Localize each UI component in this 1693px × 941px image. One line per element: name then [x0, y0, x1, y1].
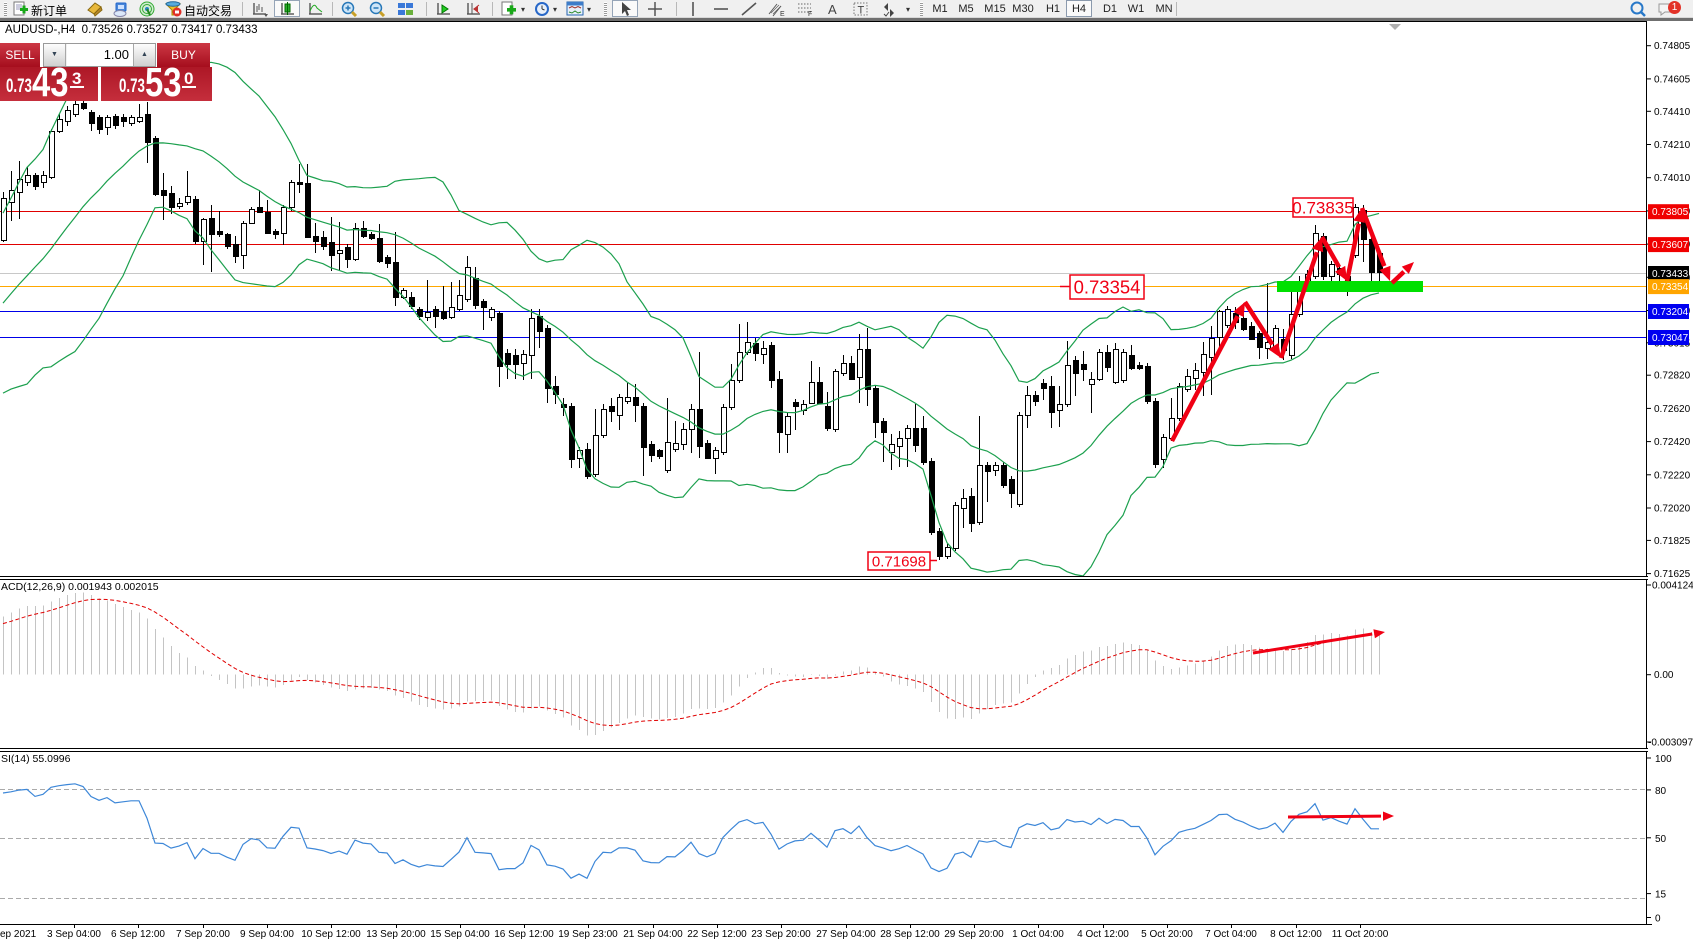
svg-text:0.72220: 0.72220: [1654, 470, 1691, 481]
svg-text:8 Oct 12:00: 8 Oct 12:00: [1270, 929, 1322, 940]
svg-text:4 Oct 12:00: 4 Oct 12:00: [1077, 929, 1129, 940]
svg-text:ACD(12,26,9) 0.001943 0.002015: ACD(12,26,9) 0.001943 0.002015: [1, 581, 159, 593]
svg-text:0.74210: 0.74210: [1654, 140, 1691, 151]
svg-text:0.72620: 0.72620: [1654, 404, 1691, 415]
svg-text:F: F: [808, 11, 812, 17]
svg-text:100: 100: [1655, 754, 1672, 765]
svg-text:15 Sep 04:00: 15 Sep 04:00: [430, 929, 490, 940]
svg-text:9 Sep 04:00: 9 Sep 04:00: [240, 929, 294, 940]
svg-text:0.00: 0.00: [1654, 670, 1674, 681]
svg-text:0.71825: 0.71825: [1654, 536, 1691, 547]
svg-text:-0.003097: -0.003097: [1648, 738, 1693, 749]
svg-text:0.004124: 0.004124: [1652, 581, 1693, 592]
svg-text:19 Sep 23:00: 19 Sep 23:00: [558, 929, 618, 940]
svg-text:0.72020: 0.72020: [1654, 504, 1691, 515]
svg-text:AUDUSD-,H4 0.73526 0.73527 0.: AUDUSD-,H4 0.73526 0.73527 0.73417 0.734…: [5, 24, 258, 36]
svg-text:0.72420: 0.72420: [1654, 437, 1691, 448]
svg-text:ep 2021: ep 2021: [0, 929, 37, 940]
svg-text:0.71625: 0.71625: [1654, 569, 1691, 580]
svg-text:5 Oct 20:00: 5 Oct 20:00: [1141, 929, 1193, 940]
svg-text:0.74805: 0.74805: [1654, 41, 1691, 52]
svg-text:7 Oct 04:00: 7 Oct 04:00: [1205, 929, 1257, 940]
svg-text:15: 15: [1655, 890, 1667, 901]
svg-text:0.73835: 0.73835: [1292, 199, 1353, 218]
svg-text:0.73805: 0.73805: [1652, 207, 1689, 218]
svg-text:11 Oct 20:00: 11 Oct 20:00: [1332, 929, 1389, 940]
svg-text:50: 50: [1655, 834, 1667, 845]
svg-text:10 Sep 12:00: 10 Sep 12:00: [301, 929, 361, 940]
svg-text:13 Sep 20:00: 13 Sep 20:00: [366, 929, 426, 940]
svg-text:SI(14) 55.0996: SI(14) 55.0996: [1, 753, 71, 765]
svg-text:0.74410: 0.74410: [1654, 107, 1691, 118]
svg-text:7 Sep 20:00: 7 Sep 20:00: [176, 929, 230, 940]
svg-text:22 Sep 12:00: 22 Sep 12:00: [687, 929, 747, 940]
svg-text:16 Sep 12:00: 16 Sep 12:00: [494, 929, 554, 940]
svg-text:28 Sep 12:00: 28 Sep 12:00: [880, 929, 940, 940]
svg-text:0: 0: [1655, 914, 1661, 925]
svg-text:6 Sep 12:00: 6 Sep 12:00: [111, 929, 165, 940]
svg-text:E: E: [780, 11, 785, 17]
svg-text:0.72820: 0.72820: [1654, 371, 1691, 382]
svg-text:0.73204: 0.73204: [1652, 307, 1689, 318]
svg-text:0.74605: 0.74605: [1654, 74, 1691, 85]
svg-text:23 Sep 20:00: 23 Sep 20:00: [751, 929, 811, 940]
svg-text:A: A: [828, 2, 837, 17]
svg-text:0.74010: 0.74010: [1654, 173, 1691, 184]
svg-text:0.73607: 0.73607: [1652, 240, 1689, 251]
svg-text:0.73354: 0.73354: [1074, 277, 1141, 298]
svg-text:3 Sep 04:00: 3 Sep 04:00: [47, 929, 101, 940]
svg-text:T: T: [858, 5, 865, 17]
svg-text:21 Sep 04:00: 21 Sep 04:00: [623, 929, 683, 940]
svg-text:1 Oct 04:00: 1 Oct 04:00: [1012, 929, 1064, 940]
svg-text:27 Sep 04:00: 27 Sep 04:00: [816, 929, 876, 940]
svg-text:80: 80: [1655, 786, 1667, 797]
svg-text:0.71698: 0.71698: [872, 553, 926, 570]
svg-text:29 Sep 20:00: 29 Sep 20:00: [944, 929, 1004, 940]
svg-text:0.73433: 0.73433: [1652, 269, 1689, 280]
svg-text:0.73354: 0.73354: [1652, 282, 1689, 293]
svg-text:0.73047: 0.73047: [1652, 333, 1689, 344]
